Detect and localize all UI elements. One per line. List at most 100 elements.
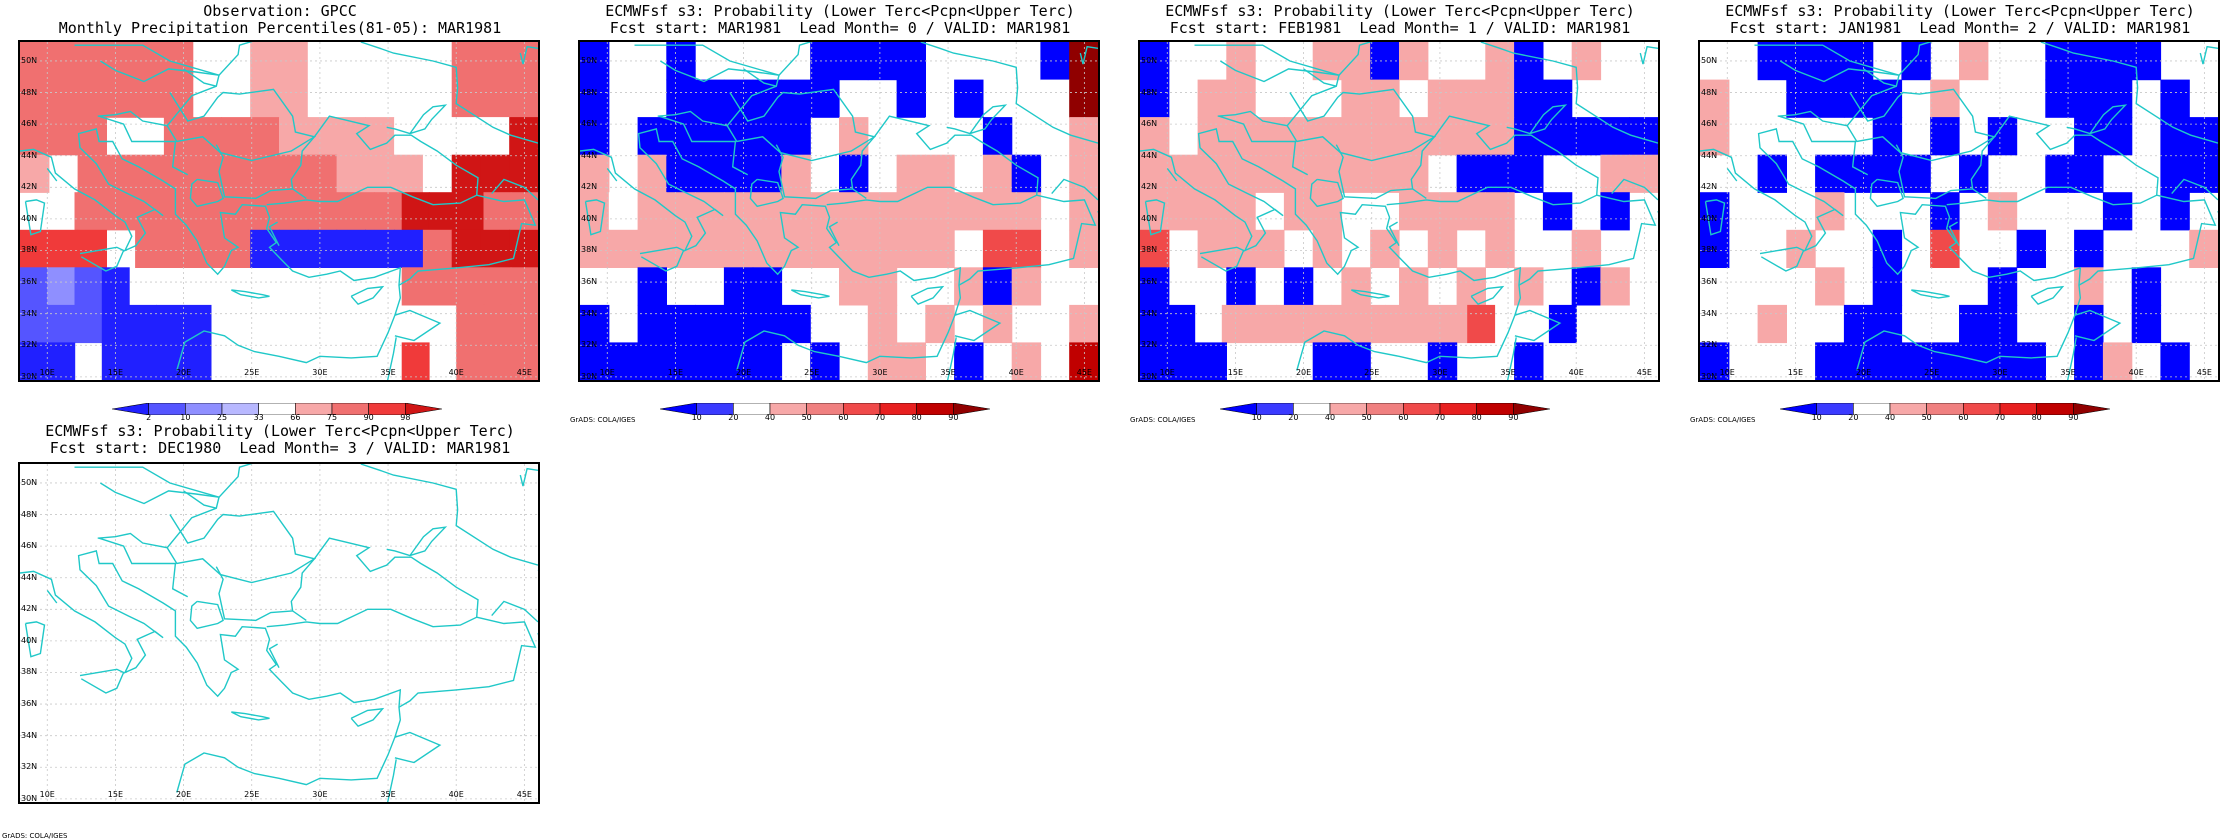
coastline <box>1518 194 1657 286</box>
coastline <box>268 221 280 247</box>
grid-cell <box>982 154 1013 193</box>
grid-cell <box>20 342 48 380</box>
grid-cell <box>2016 229 2046 268</box>
grid-cell <box>925 229 955 268</box>
lat-tick-label: 36N <box>1141 277 1158 287</box>
panel-title-line1: ECMWFsf s3: Probability (Lower Terc<Pcpn… <box>605 2 1075 20</box>
grid-cell <box>77 117 107 156</box>
grid-cell <box>480 79 510 118</box>
coastline <box>658 115 749 176</box>
grid-cell <box>1700 79 1730 118</box>
coastline <box>2171 178 2218 201</box>
panel-title-line2: Fcst start: MAR1981 Lead Month= 0 / VALI… <box>609 19 1071 37</box>
coastline <box>1910 289 1950 299</box>
grid-cell <box>2074 154 2104 193</box>
grid-cell <box>192 229 223 268</box>
panel-title-line1: Observation: GPCC <box>203 2 357 20</box>
grid-cell <box>867 267 898 306</box>
grid-cell <box>1456 117 1486 156</box>
colorbar-label: 75 <box>326 413 338 422</box>
grid-cell <box>637 229 667 268</box>
grid-cell <box>1427 342 1458 380</box>
coastline <box>1895 144 1973 200</box>
grid-cell <box>637 117 667 156</box>
coastline <box>2199 45 2218 65</box>
colorbar-label: 20 <box>728 413 739 422</box>
lon-tick-label: 10E <box>39 368 55 377</box>
lat-tick-label: 40N <box>21 635 38 645</box>
grid-cell <box>336 229 366 268</box>
grid-cell <box>1600 117 1630 156</box>
grid-cell <box>456 304 485 344</box>
map-plot <box>20 464 538 802</box>
grid-cell <box>896 79 926 118</box>
grid-cell <box>982 117 1013 156</box>
grid-cell <box>1757 42 1787 81</box>
grid-cell <box>1197 342 1227 380</box>
map-frame <box>1698 40 2220 382</box>
coastline <box>166 510 317 584</box>
credit-text: GrADS: COLA/IGES <box>570 416 636 424</box>
colorbar-label: 98 <box>400 413 411 422</box>
graticule <box>1700 42 2218 380</box>
coastline <box>386 526 448 557</box>
lon-tick-label: 20E <box>1295 368 1312 377</box>
grid-cell <box>509 229 538 268</box>
grid-cell <box>1815 342 1845 380</box>
credit-text: GrADS: COLA/IGES <box>1130 416 1196 424</box>
grid-cell <box>129 304 157 344</box>
grid-cell <box>1930 229 1960 268</box>
lat-tick-label: 30N <box>581 371 598 381</box>
grid-cell <box>982 229 1013 268</box>
lon-tick-label: 15E <box>107 790 124 799</box>
grid-cell <box>20 79 50 118</box>
lat-tick-label: 36N <box>1701 277 1718 287</box>
grid-cell <box>580 229 610 268</box>
grid-cell <box>394 117 424 156</box>
grid-cell <box>925 154 955 193</box>
lat-tick-label: 42N <box>21 182 38 192</box>
grid-cell <box>48 117 79 156</box>
grid-cell <box>394 79 424 118</box>
grid-cell <box>106 154 136 193</box>
coastline <box>1335 144 1413 200</box>
colorbar-label: 10 <box>691 413 702 422</box>
grid-cell <box>2045 154 2075 193</box>
grid-cell <box>1140 79 1170 118</box>
lon-tick-label: 15E <box>107 368 124 377</box>
grid-cell <box>839 154 869 193</box>
grid-cell <box>74 192 103 231</box>
grid-cell <box>480 154 510 193</box>
lat-tick-label: 42N <box>1141 182 1158 192</box>
grid-cell <box>422 154 453 193</box>
lon-tick-label: 35E <box>380 368 396 377</box>
coastline <box>350 707 385 728</box>
coastline <box>1194 42 1373 76</box>
coastline <box>394 731 442 764</box>
colorbar-label: 80 <box>1471 413 1482 422</box>
grid-cell <box>20 304 48 344</box>
coastline <box>639 246 685 272</box>
coastline <box>386 337 397 380</box>
grid-cell <box>183 192 212 231</box>
lat-tick-label: 30N <box>21 793 38 803</box>
colorbar-label: 80 <box>911 413 922 422</box>
coastline <box>1611 178 1658 201</box>
coastline <box>2040 42 2218 144</box>
coastline <box>1759 246 1805 272</box>
colorbar <box>1779 400 2111 416</box>
coastline <box>790 289 830 299</box>
lat-tick-label: 30N <box>1141 371 1158 381</box>
colorbar-label: 10 <box>1251 413 1262 422</box>
lat-tick-label: 40N <box>1701 213 1718 223</box>
grid-cell <box>1167 304 1196 344</box>
grid-cell <box>1412 304 1441 344</box>
grid-cell <box>2102 192 2133 231</box>
grid-cell <box>1312 192 1343 231</box>
grid-cell <box>183 342 212 380</box>
grid-cell <box>1399 42 1429 81</box>
grid-cell <box>1700 117 1730 156</box>
lat-tick-label: 34N <box>21 308 38 318</box>
grid-cell <box>1514 154 1544 193</box>
grid-cell <box>1399 267 1429 306</box>
